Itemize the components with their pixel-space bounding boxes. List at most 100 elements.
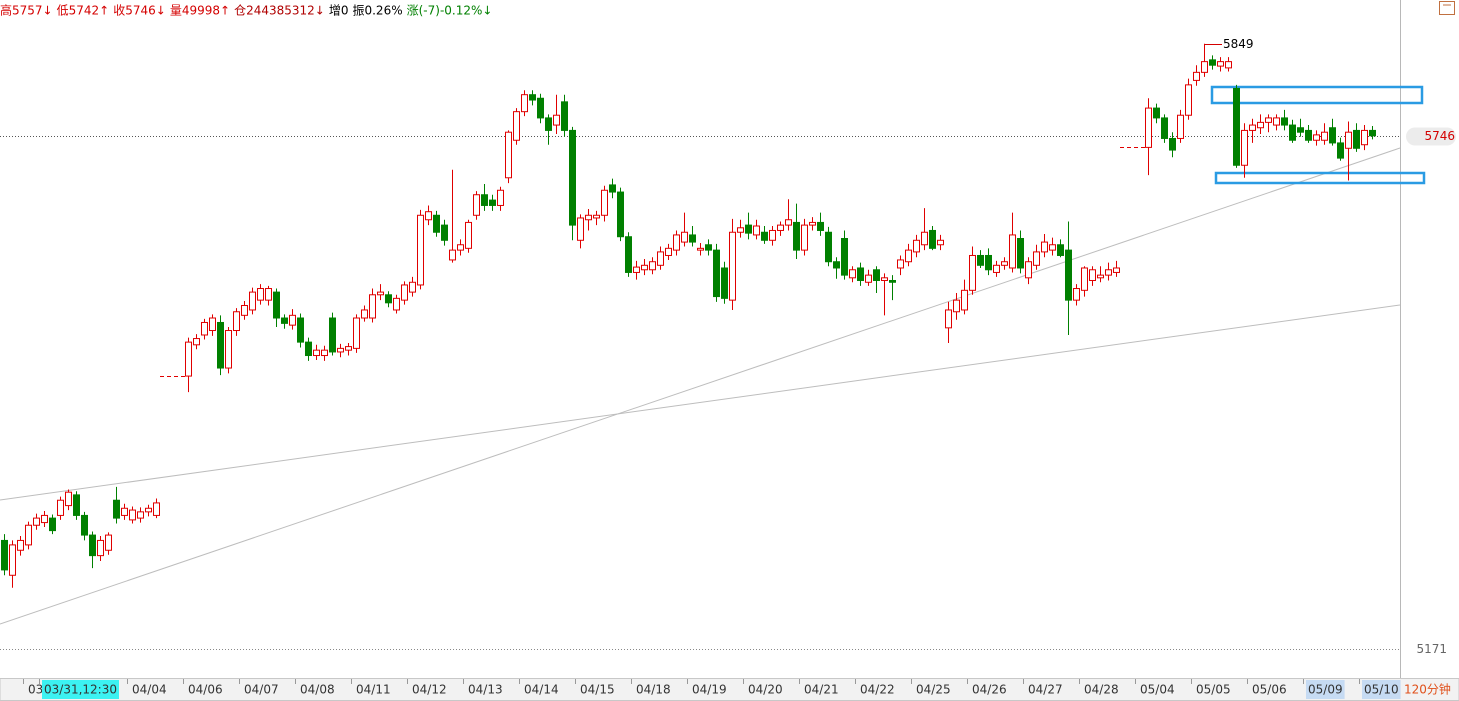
candle-body [625,236,632,273]
candle-body [673,234,680,251]
candle-body [321,349,328,357]
x-tick-label: 04/19 [692,683,727,697]
candle-body [617,191,624,238]
candle-body [401,284,408,301]
x-tick-label: 04/27 [1028,683,1063,697]
candle-body [1049,244,1056,251]
candle-body [1033,251,1040,266]
candle-body [505,131,512,179]
candle-body [1225,61,1232,69]
candle-body [1201,61,1208,73]
candle-body [465,221,472,249]
candle-body [409,281,416,293]
candle-body [25,524,32,546]
x-tick-label: 04/04 [132,683,167,697]
candle-body [1305,129,1312,141]
candle-body [833,261,840,269]
candle-body [769,229,776,241]
candle-body [953,299,960,313]
x-tick-label: 04/11 [356,683,391,697]
candle-body [561,101,568,131]
candle-body [289,314,296,326]
x-tick-label: 04/22 [860,683,895,697]
candle-body [1209,59,1216,66]
x-tick-label: 04/15 [580,683,615,697]
header-item: 增0 [329,4,349,18]
candle-body [993,264,1000,273]
candle-body [905,249,912,263]
candle-body [1017,238,1024,269]
candle-body [57,499,64,516]
candle-body [137,511,144,519]
candle-body [521,94,528,113]
candle-body [633,266,640,273]
candle-body [281,317,288,324]
candle-body [1289,124,1296,141]
candle-body [785,219,792,226]
candle-body [1041,241,1048,253]
candle-body [497,189,504,206]
period-label: 120分钟 [1404,682,1451,697]
candle-body [89,534,96,557]
candle-body [73,494,80,516]
candle-body [809,221,816,226]
candle-body [1361,129,1368,146]
trend-line [0,147,1401,625]
candle-body [369,294,376,319]
candle-body [777,224,784,231]
candle-body [649,261,656,271]
header-item: 高5757↓ [0,3,53,18]
highlight-box [1210,85,1424,105]
category-highlight [1362,680,1401,699]
candle-body [801,224,808,251]
candle-body [705,244,712,251]
candle-body [81,514,88,536]
x-tick-label: 04/06 [188,683,223,697]
candle-body [689,234,696,243]
header-item: 收5746↓ [113,4,166,18]
x-tick-label: 05/04 [1140,683,1175,697]
category-highlight [42,680,119,699]
candle-body [185,341,192,377]
candle-body [553,114,560,126]
candle-body [473,194,480,216]
candle-body [65,491,72,507]
candle-body [153,502,160,516]
x-tick-label: 05/06 [1252,683,1287,697]
candle-body [1193,71,1200,81]
candle-body [1,539,8,571]
candle-body [1185,84,1192,116]
candle-body [1353,129,1360,149]
candle-body [793,221,800,251]
category-highlight [1306,680,1345,699]
candle-body [1337,142,1344,159]
candle-body [225,330,232,369]
candle-body [201,321,208,336]
candle-body [1249,124,1256,131]
x-tick-label: 04/21 [804,683,839,697]
candle-body [569,129,576,226]
candle-body [585,214,592,221]
candle-body [393,297,400,311]
candle-body [865,274,872,283]
candle-body [97,539,104,557]
candle-body [361,309,368,319]
candle-body [1105,269,1112,276]
x-tick-label: 05/05 [1196,683,1231,697]
candle-body [1273,117,1280,126]
peak-label: 5849 [1223,37,1254,51]
candle-body [529,94,536,101]
candle-body [977,254,984,266]
candle-body [1057,244,1064,256]
candle-body [609,184,616,193]
header-item: 量49998↑ [170,4,230,18]
candle-body [41,514,48,524]
candle-body [737,227,744,233]
candle-body [1345,131,1352,149]
candle-body [841,238,848,276]
window-button[interactable] [1439,1,1455,15]
candle-body [233,311,240,332]
candle-body [513,111,520,141]
candle-body [1065,249,1072,301]
